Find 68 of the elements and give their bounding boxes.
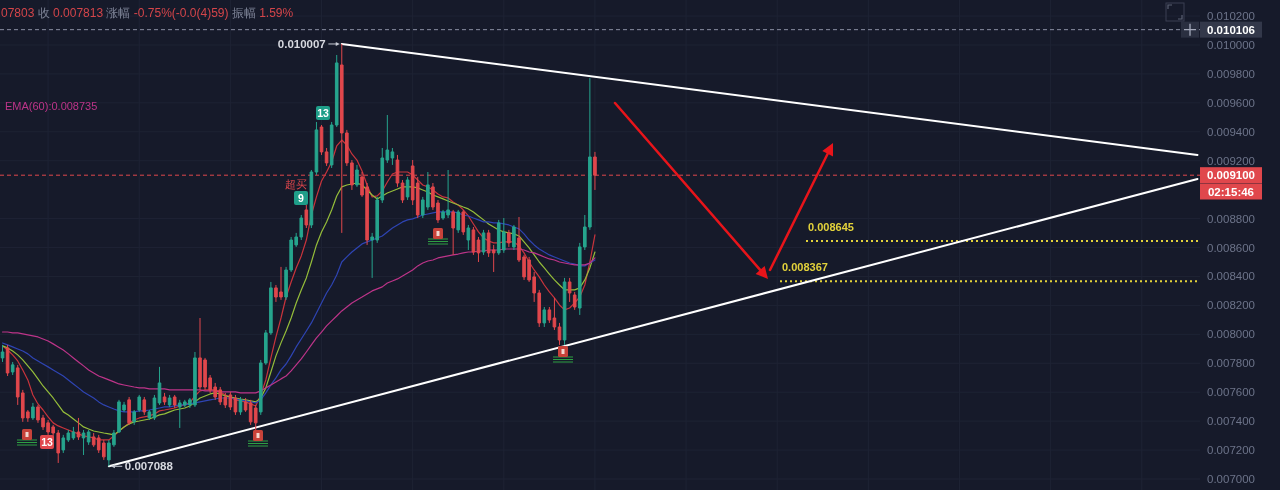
candlestick (76, 417, 81, 441)
y-tick-label: 0.007200 (1207, 444, 1255, 457)
candlestick (557, 322, 562, 346)
candlestick (61, 434, 66, 454)
candlestick (456, 209, 461, 234)
candlestick (86, 429, 91, 446)
candlestick (142, 396, 147, 416)
y-tick-label: 0.008400 (1207, 270, 1255, 283)
candlestick (461, 209, 466, 236)
annotation: 07803 收 0.007813 涨幅 -0.75%(-0.0(4)59) 振幅 1.59% (1, 6, 294, 20)
y-tick-label: 0.007400 (1207, 415, 1255, 428)
annotation: 13 (41, 436, 53, 448)
candlestick (167, 394, 172, 408)
ref-line-label: 0.008367 (782, 261, 828, 274)
annotation: 9 (298, 192, 305, 204)
y-tick-label: 0.008000 (1207, 328, 1255, 341)
annotation: 13 (317, 107, 329, 119)
candlestick (172, 394, 177, 409)
annotation: 0.010007 (277, 37, 326, 50)
candlestick (5, 344, 10, 377)
candlestick (81, 429, 86, 456)
y-tick-label: 0.008800 (1207, 212, 1255, 225)
ref-line-label: 0.008645 (808, 221, 854, 234)
candlestick (476, 236, 481, 263)
annotation: EMA(60):0.008735 (5, 100, 98, 112)
y-tick-label: 0.010000 (1207, 38, 1255, 51)
candlestick (324, 147, 329, 167)
candlestick (562, 277, 567, 346)
candlestick (471, 226, 476, 256)
y-tick-label: 0.007000 (1207, 473, 1255, 486)
y-tick-label: 0.008600 (1207, 241, 1255, 254)
annotation: 超买 (285, 178, 307, 190)
candlestick (542, 306, 547, 328)
line-series (1, 211, 596, 413)
annotation: 0.007088 (124, 460, 174, 473)
candlestick (253, 404, 258, 431)
candlestick (157, 366, 162, 406)
y-tick-label: 0.007600 (1207, 386, 1255, 399)
text: 02:15:46 (1207, 185, 1255, 198)
candlestick (10, 361, 15, 376)
y-tick-label: 0.008200 (1207, 299, 1255, 312)
candlestick (481, 229, 486, 256)
candlestick (304, 204, 309, 229)
candlestick (572, 291, 577, 311)
y-tick-label: 0.009800 (1207, 67, 1255, 80)
y-tick-label: 0.009200 (1207, 154, 1255, 167)
candlestick (162, 392, 167, 406)
y-tick-label: 0.009600 (1207, 96, 1255, 109)
candlestick (567, 277, 572, 303)
candlestick (512, 224, 516, 251)
ref-line-label: 0.009100 (1207, 169, 1255, 182)
y-tick-label: 0.010200 (1207, 10, 1255, 23)
candlestick (0, 344, 5, 363)
y-tick-label: 0.007800 (1207, 357, 1255, 370)
candlestick (355, 164, 359, 188)
candlestick (400, 179, 405, 204)
candlestick (405, 176, 410, 201)
candlestick (137, 394, 142, 413)
ref-line-label: 0.010106 (1207, 23, 1255, 36)
candlestick (31, 402, 35, 421)
candlestick (127, 396, 131, 426)
candlestick (466, 224, 471, 251)
candlestick (451, 209, 455, 256)
candlestick (507, 229, 511, 248)
candlestick (132, 409, 136, 426)
candlestick (238, 396, 243, 416)
line-series (1, 248, 596, 394)
y-tick-label: 0.009400 (1207, 125, 1255, 138)
